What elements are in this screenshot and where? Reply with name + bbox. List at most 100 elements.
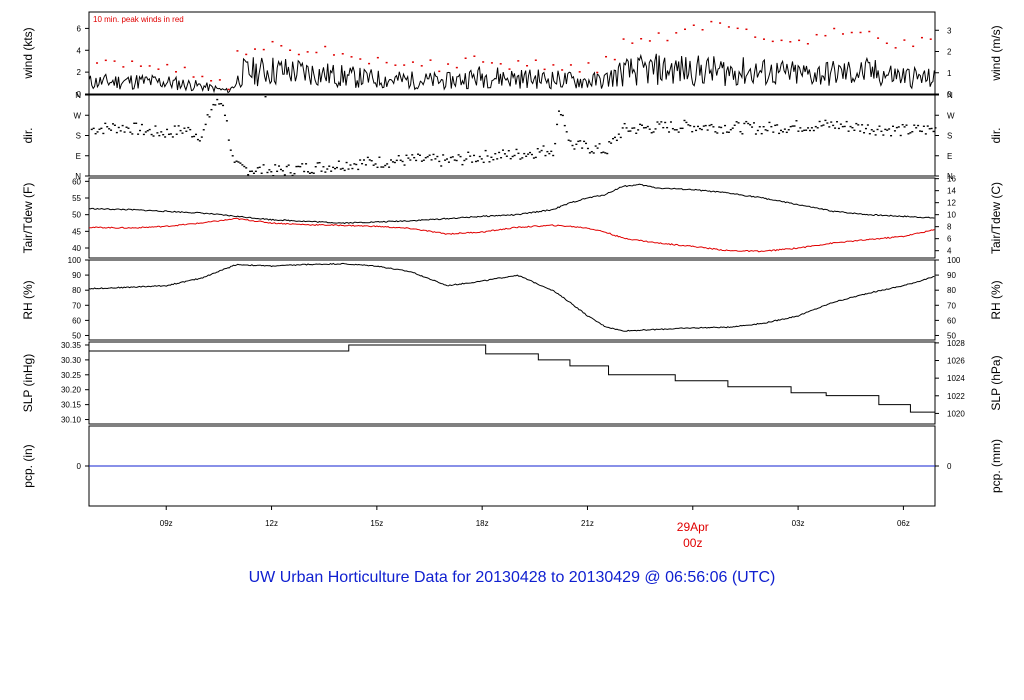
dir-point	[139, 129, 142, 132]
peak-wind-point	[903, 39, 906, 41]
dir-point	[413, 156, 416, 159]
dir-point	[488, 161, 491, 163]
peak-wind-point	[289, 49, 292, 51]
dir-point	[121, 124, 124, 127]
dir-point	[496, 158, 499, 160]
dir-point	[370, 160, 373, 162]
dir-point	[409, 159, 412, 161]
dir-point	[922, 125, 925, 127]
dir-point	[696, 125, 699, 128]
y-tick-label-right: 6	[947, 235, 952, 244]
dir-point	[691, 130, 694, 133]
peak-wind-point	[622, 38, 625, 40]
dir-point	[442, 154, 445, 156]
peak-wind-point	[727, 26, 730, 28]
dir-point	[343, 169, 346, 172]
peak-wind-point	[245, 53, 248, 56]
dir-point	[841, 125, 844, 128]
y-tick-label-right: 1	[947, 69, 952, 78]
dir-point	[436, 155, 439, 158]
y-tick-label-right: 0	[947, 90, 952, 99]
dir-point	[148, 128, 151, 131]
dir-point	[646, 125, 649, 128]
dir-point	[156, 132, 159, 134]
peak-wind-point	[929, 38, 932, 40]
dir-point	[615, 139, 618, 142]
y-tick-label-right: 8	[947, 223, 952, 232]
dir-point	[424, 157, 427, 159]
y-tick-label-right: 1022	[947, 392, 965, 401]
peak-wind-point	[201, 75, 204, 78]
dir-point	[741, 133, 744, 135]
dir-point	[687, 124, 690, 126]
dir-point	[353, 163, 356, 165]
dir-point	[673, 129, 676, 131]
dir-point	[482, 161, 485, 164]
dir-point	[181, 132, 184, 134]
dir-point	[891, 125, 894, 128]
dir-point	[791, 125, 794, 127]
y-tick-label: 45	[72, 227, 81, 236]
y-tick-label-right: 14	[947, 187, 956, 196]
peak-wind-point	[420, 65, 423, 67]
dir-point	[650, 132, 653, 134]
y-tick-label-right: 2	[947, 48, 952, 57]
peak-wind-point	[894, 47, 897, 49]
dir-point	[376, 166, 379, 169]
dir-point	[695, 129, 698, 132]
dir-point	[523, 152, 526, 155]
peak-wind-point	[148, 65, 151, 67]
peak-wind-point	[789, 41, 792, 43]
y-tick-label: 0	[77, 462, 82, 471]
y-tick-label-right: 80	[947, 286, 956, 295]
y-tick-label-right: 1024	[947, 374, 965, 383]
y-tick-label: 2	[77, 68, 82, 77]
dir-point	[623, 122, 626, 125]
dir-point	[131, 133, 134, 135]
dir-point	[712, 126, 715, 128]
dir-point	[403, 164, 406, 166]
x-tick-label: 09z	[160, 519, 173, 528]
dir-point	[550, 150, 553, 153]
dir-point	[731, 127, 734, 129]
y-tick-label: 30.30	[61, 356, 82, 365]
dir-point	[407, 157, 410, 159]
y-axis-label: SLP (inHg)	[21, 354, 35, 412]
dir-point	[256, 167, 259, 169]
dir-point	[735, 121, 738, 123]
dir-point	[274, 164, 277, 166]
dir-point	[345, 161, 348, 164]
dir-point	[561, 114, 564, 117]
peak-wind-point	[350, 56, 353, 58]
dir-point	[494, 153, 497, 155]
dir-point	[857, 124, 860, 126]
dir-point	[588, 152, 591, 154]
dir-point	[391, 161, 394, 163]
dir-point	[160, 131, 163, 133]
dir-point	[415, 159, 418, 162]
y-tick-label: 6	[77, 24, 82, 33]
dir-point	[440, 165, 443, 167]
dir-point	[745, 120, 748, 123]
dir-point	[754, 133, 757, 135]
y-tick-label: N	[75, 172, 81, 181]
peak-wind-point	[868, 30, 871, 33]
series-wind	[88, 53, 935, 94]
peak-wind-point	[438, 70, 441, 73]
dir-point	[92, 127, 95, 130]
peak-wind-point	[473, 55, 476, 57]
dir-point	[866, 124, 869, 126]
dir-point	[328, 165, 331, 167]
dir-point	[469, 155, 472, 157]
dir-point	[422, 159, 425, 161]
dir-point	[677, 131, 680, 133]
peak-wind-point	[175, 71, 178, 73]
peak-wind-point	[306, 51, 309, 53]
y-tick-label-right: 16	[947, 175, 956, 184]
dir-point	[808, 129, 811, 132]
dir-point	[604, 152, 607, 154]
dir-point	[457, 154, 460, 156]
dir-point	[366, 156, 369, 159]
peak-wind-point	[692, 24, 695, 26]
